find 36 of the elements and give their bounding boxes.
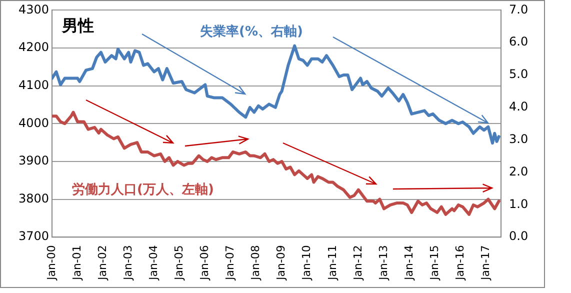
y-tick-label: 4300 <box>18 2 49 16</box>
x-tick-label: Jan-15 <box>428 245 441 282</box>
series-label: 労働力人口(万人、左軸) <box>72 181 214 198</box>
chart-title: 男性 <box>61 16 94 36</box>
x-tick-label: Jan-03 <box>121 245 134 282</box>
x-tick-label: Jan-16 <box>453 245 466 282</box>
x-tick-label: Jan-08 <box>249 245 262 282</box>
x-tick-label: Jan-17 <box>478 245 492 282</box>
x-tick-label: Jan-02 <box>96 245 109 282</box>
y-tick-label: 4100 <box>18 78 49 92</box>
x-tick-label: Jan-14 <box>402 245 416 282</box>
y2-tick-label: 5.0 <box>509 67 528 82</box>
y-tick-label: 4000 <box>18 116 49 130</box>
x-tick-label: Jan-13 <box>376 245 390 282</box>
series-label: 失業率(%、右軸) <box>200 23 303 40</box>
x-tick-label: Jan-07 <box>224 245 237 282</box>
y-tick-label: 3900 <box>18 154 49 168</box>
y2-tick-label: 6.0 <box>509 34 528 49</box>
x-tick-label: Jan-01 <box>70 245 84 282</box>
y-tick-label: 4200 <box>18 40 49 54</box>
x-tick-label: Jan-06 <box>198 245 212 282</box>
x-tick-label: Jan-04 <box>147 245 160 282</box>
x-tick-label: Jan-00 <box>44 245 58 282</box>
y2-tick-label: 7.0 <box>509 2 528 16</box>
y2-tick-label: 2.0 <box>509 164 528 178</box>
x-tick-label: Jan-11 <box>326 245 339 282</box>
y2-tick-label: 3.0 <box>509 132 528 146</box>
y-tick-label: 3800 <box>18 191 49 206</box>
x-tick-label: Jan-12 <box>351 245 364 282</box>
x-tick-label: Jan-05 <box>172 245 186 282</box>
y2-tick-label: 4.0 <box>509 100 528 114</box>
y-tick-label: 3700 <box>18 229 49 244</box>
y2-tick-label: 0.0 <box>509 229 528 244</box>
y2-tick-label: 1.0 <box>509 196 528 211</box>
x-tick-label: Jan-09 <box>274 245 288 282</box>
x-tick-label: Jan-10 <box>300 245 314 282</box>
